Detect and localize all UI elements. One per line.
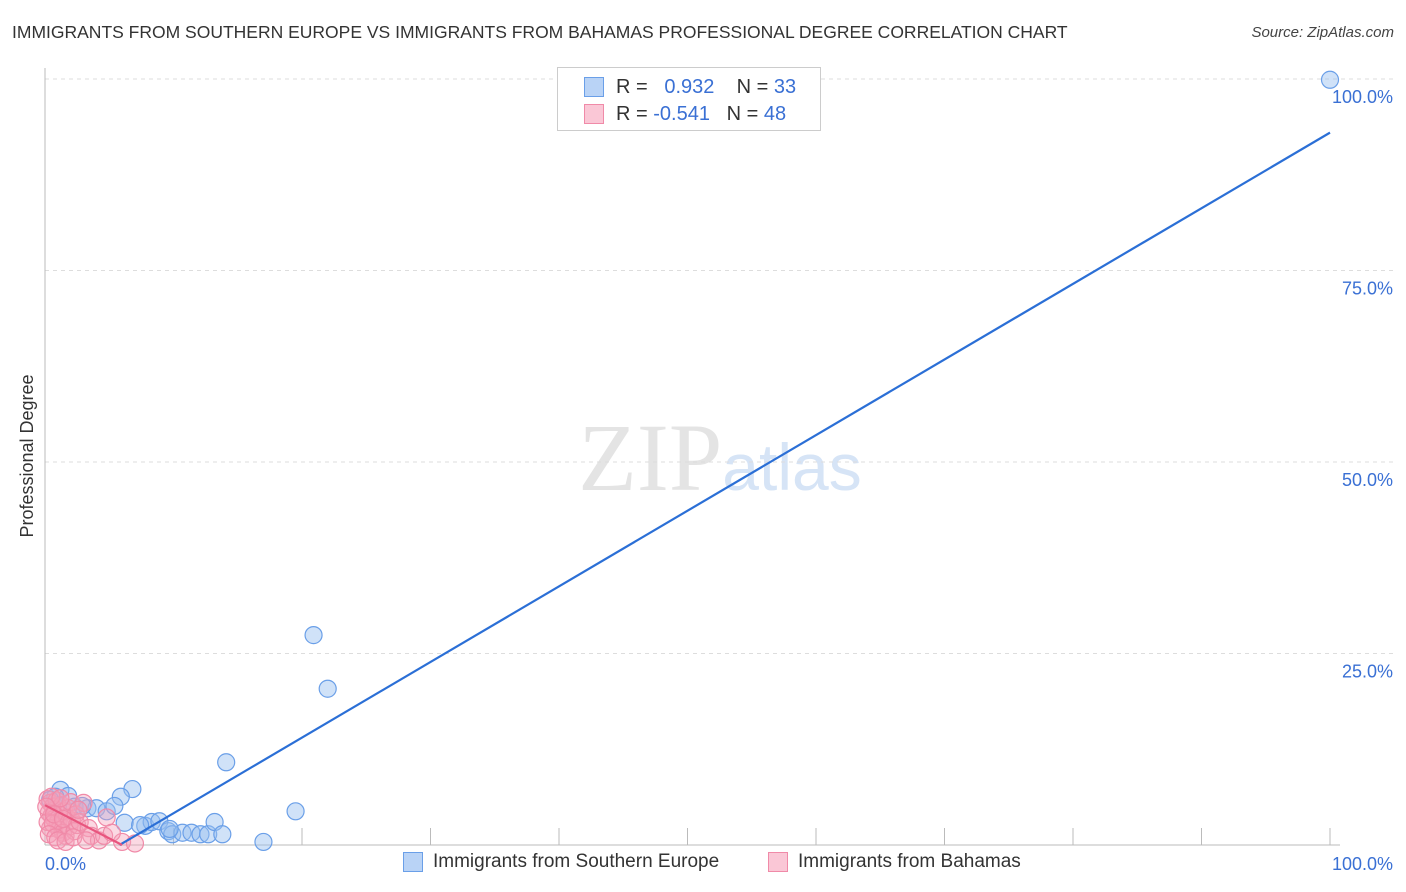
y-tick-label: 100.0% — [1332, 87, 1393, 107]
data-point — [51, 789, 70, 808]
legend-label: Immigrants from Bahamas — [798, 851, 1021, 872]
legend-swatch — [584, 104, 604, 124]
data-point — [125, 834, 145, 853]
r-label: R = — [616, 102, 648, 125]
n-label: N = — [726, 102, 759, 125]
legend-swatch — [403, 852, 423, 872]
data-point — [318, 679, 337, 698]
watermark: ZIPatlas — [578, 404, 861, 511]
r-value: -0.541 — [653, 102, 710, 125]
x-tick-label: 0.0% — [45, 854, 86, 874]
y-tick-label: 50.0% — [1342, 470, 1393, 490]
data-point — [43, 814, 62, 833]
y-tick-label: 75.0% — [1342, 279, 1393, 299]
data-point — [115, 813, 134, 832]
data-point — [286, 802, 305, 821]
n-value: 33 — [773, 75, 797, 98]
data-point — [48, 831, 67, 850]
r-label: R = — [616, 75, 648, 98]
data-point — [53, 809, 73, 829]
bottom-legend-bahamas: Immigrants from Bahamas — [768, 851, 1021, 873]
legend: R = 0.932 N = 33 R = -0.541 N = 48 — [557, 67, 821, 131]
data-point — [77, 831, 96, 850]
data-point — [191, 825, 210, 844]
data-point — [97, 808, 116, 827]
data-point — [130, 815, 150, 835]
legend-label: Immigrants from Southern Europe — [433, 851, 720, 872]
y-axis-label: Professional Degree — [17, 374, 37, 537]
data-point — [304, 626, 323, 645]
data-point — [46, 828, 65, 847]
source-label: Source: ZipAtlas.com — [1251, 24, 1394, 41]
data-point — [42, 787, 61, 806]
data-point — [69, 800, 88, 819]
data-point — [217, 753, 236, 772]
r-value: 0.932 — [664, 75, 715, 98]
x-tick-label: 100.0% — [1332, 854, 1393, 874]
legend-swatch — [584, 77, 604, 97]
n-label: N = — [736, 75, 769, 98]
data-point — [213, 825, 232, 844]
trend-line — [118, 131, 1331, 846]
data-point — [254, 832, 273, 852]
trend-line — [44, 804, 123, 846]
data-point — [160, 819, 179, 839]
data-point — [111, 787, 130, 806]
legend-row-southern-europe: R = 0.932 N = 33 — [584, 74, 796, 100]
legend-row-bahamas: R = -0.541 N = 48 — [584, 101, 786, 127]
n-value: 48 — [763, 102, 787, 125]
bottom-legend-southern-europe: Immigrants from Southern Europe — [403, 851, 719, 873]
y-tick-label: 25.0% — [1342, 662, 1393, 682]
legend-swatch — [768, 852, 788, 872]
chart-title: IMMIGRANTS FROM SOUTHERN EUROPE VS IMMIG… — [12, 22, 1068, 42]
data-point — [1320, 70, 1340, 89]
